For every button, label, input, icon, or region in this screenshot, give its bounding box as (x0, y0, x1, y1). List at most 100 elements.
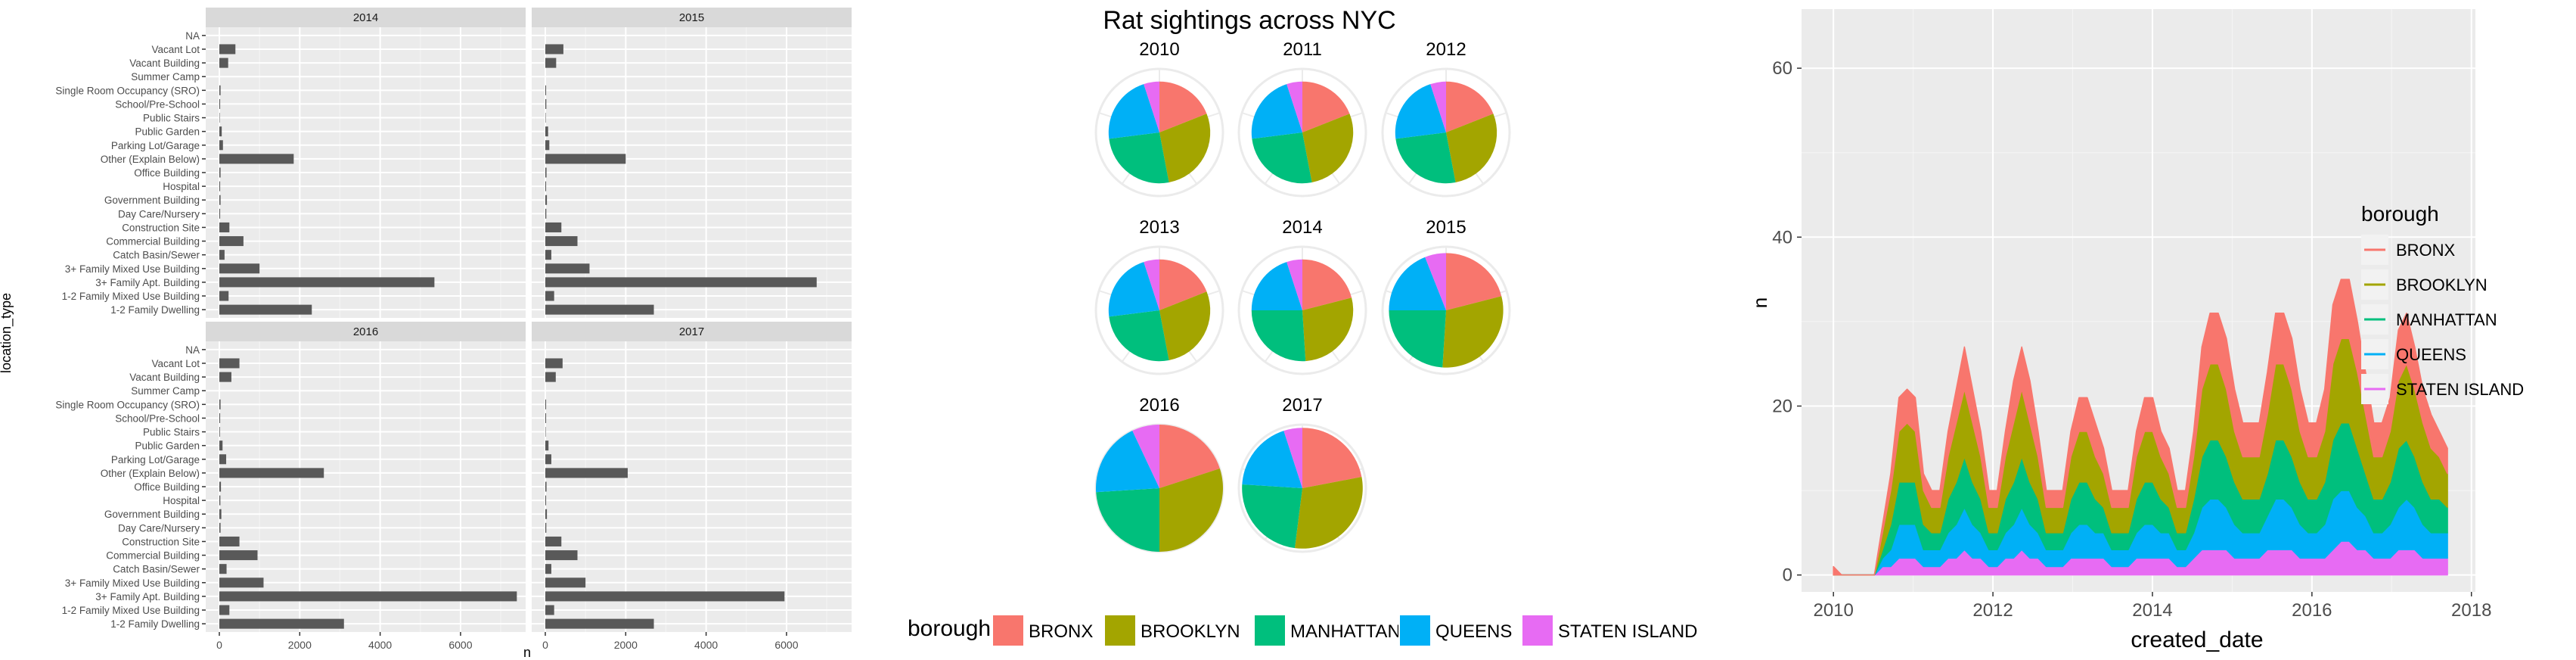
bar (545, 263, 590, 274)
pie-year-label: 2016 (1139, 395, 1179, 416)
pie-slice (1283, 428, 1302, 488)
bar (219, 441, 223, 451)
x-tick-label: 4000 (694, 639, 718, 651)
bar (545, 441, 549, 451)
bar (545, 550, 578, 561)
pie-legend-swatch (992, 614, 1025, 647)
category-tick-label: Other (Explain Below) (101, 154, 200, 165)
pie-year-label: 2010 (1139, 39, 1179, 60)
category-tick-label: Summer Camp (131, 71, 200, 82)
facet-title: 2017 (679, 325, 704, 338)
pie-slice (1395, 132, 1456, 184)
bar (219, 509, 222, 519)
category-tick-label: Vacant Lot (151, 44, 200, 55)
pie-slice (1159, 291, 1211, 361)
category-tick-label: Public Stairs (143, 427, 200, 438)
bar (545, 195, 548, 205)
facet-title: 2015 (679, 11, 704, 24)
category-tick-label: NA (185, 344, 200, 356)
pie-slice (1251, 84, 1302, 139)
bar (219, 250, 225, 260)
bar (545, 564, 551, 574)
x-tick-label: 2000 (614, 639, 638, 651)
pie-slice (1425, 253, 1446, 310)
bar (545, 58, 557, 68)
bar (545, 591, 785, 602)
pie-slice (1242, 484, 1302, 549)
pie-year-label: 2013 (1139, 217, 1179, 238)
facet-strip (206, 8, 526, 27)
bar (219, 468, 324, 478)
bar (219, 98, 221, 109)
area-chart-xlabel: created_date (2131, 627, 2263, 652)
pie-year-label: 2015 (1426, 217, 1466, 238)
pie-slice (1302, 114, 1354, 183)
pie-slice (1109, 132, 1169, 184)
category-tick-label: Construction Site (122, 536, 200, 547)
bar (219, 495, 221, 506)
bar (545, 399, 547, 409)
y-tick-label: 40 (1772, 227, 1792, 248)
bar (219, 605, 230, 615)
x-tick-label: 2014 (2132, 600, 2172, 621)
category-tick-label: 3+ Family Apt. Building (95, 277, 200, 288)
category-tick-label: 3+ Family Mixed Use Building (65, 578, 200, 589)
pie-slice (1159, 259, 1207, 310)
bar (219, 167, 221, 178)
pie-slice (1159, 81, 1207, 132)
bar (219, 481, 222, 492)
bar (545, 222, 562, 232)
pie-slice (1251, 262, 1302, 310)
bar (545, 140, 550, 151)
pie-slice (1302, 428, 1362, 488)
pie-year-label: 2011 (1283, 39, 1322, 60)
bar (545, 236, 578, 247)
category-tick-label: Office Building (134, 167, 200, 179)
bar (545, 113, 546, 123)
pie-slice (1159, 425, 1220, 488)
bar (219, 358, 240, 369)
pie-legend-swatch (1398, 614, 1432, 647)
bar (219, 536, 240, 546)
bar (545, 250, 551, 260)
pie-slice (1389, 310, 1446, 368)
bar (219, 58, 228, 68)
pie-slice (1132, 425, 1159, 488)
bar (545, 372, 556, 382)
x-tick-label: 2010 (1813, 600, 1853, 621)
facet-title: 2016 (353, 325, 378, 338)
category-tick-label: Vacant Building (129, 372, 200, 383)
pie-legend-label: STATEN ISLAND (1558, 621, 1697, 642)
bar (545, 578, 586, 588)
pie-slice (1144, 81, 1159, 132)
bar (545, 481, 547, 492)
daily-sightings-area-chart: n created_date 0 20 40 60 2010 2012 2014 2016 20… (1749, 9, 2524, 652)
bar (219, 126, 222, 137)
x-tick-label: 0 (542, 639, 548, 651)
category-tick-label: Public Garden (135, 441, 200, 452)
pie-year-label: 2014 (1282, 217, 1322, 238)
y-tick-label: 60 (1772, 58, 1792, 79)
area-chart-ylabel: n (1749, 297, 1771, 308)
bar (545, 509, 548, 519)
category-tick-label: Office Building (134, 481, 200, 493)
bar (545, 605, 554, 615)
bar (219, 154, 294, 164)
category-tick-label: Vacant Lot (151, 358, 200, 369)
bar (219, 291, 229, 301)
pie-slice (1286, 259, 1302, 310)
bar (545, 522, 547, 533)
category-tick-label: School/Pre-School (115, 412, 200, 424)
pie-year-label: 2017 (1282, 395, 1322, 416)
pie-slice (1446, 253, 1502, 310)
bar (219, 522, 221, 533)
category-tick-label: Other (Explain Below) (101, 468, 200, 479)
pie-slice (1286, 81, 1302, 132)
pie-slice (1302, 297, 1354, 362)
category-tick-label: Catch Basin/Sewer (113, 564, 200, 575)
bar (219, 236, 244, 247)
x-tick-label: 0 (216, 639, 222, 651)
category-tick-label: 1-2 Family Dwelling (110, 618, 200, 630)
area-legend-label: BROOKLYN (2396, 276, 2488, 294)
bar (219, 140, 223, 151)
